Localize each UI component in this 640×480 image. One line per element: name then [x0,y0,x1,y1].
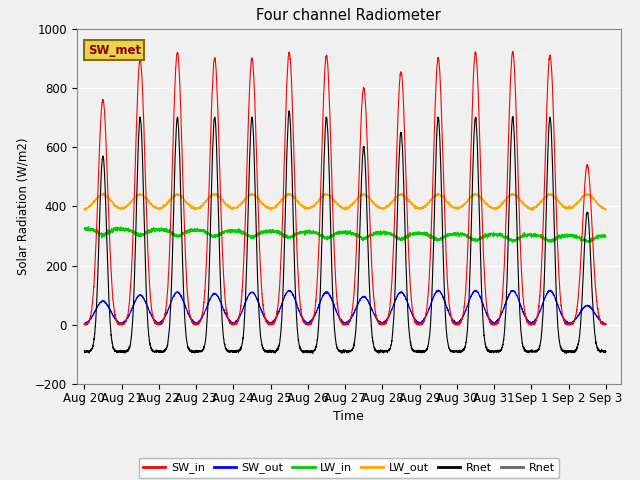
Text: SW_met: SW_met [88,44,141,57]
Title: Four channel Radiometer: Four channel Radiometer [257,9,441,24]
Y-axis label: Solar Radiation (W/m2): Solar Radiation (W/m2) [17,138,29,275]
X-axis label: Time: Time [333,410,364,423]
Legend: SW_in, SW_out, LW_in, LW_out, Rnet, Rnet: SW_in, SW_out, LW_in, LW_out, Rnet, Rnet [138,458,559,478]
